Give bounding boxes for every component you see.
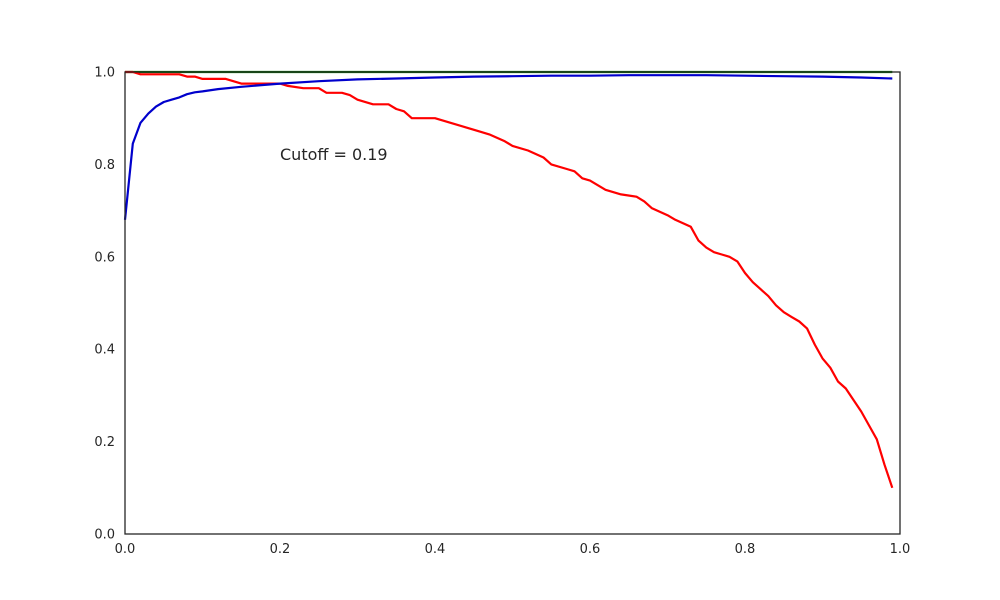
y-tick-label: 0.4 xyxy=(94,343,115,358)
x-axis-ticks: 0.0 0.2 0.4 0.6 0.8 1.0 xyxy=(115,542,911,557)
y-tick-label: 1.0 xyxy=(94,66,115,81)
y-tick-label: 0.0 xyxy=(94,528,115,543)
x-tick-label: 0.0 xyxy=(115,542,136,557)
y-tick-label: 0.8 xyxy=(94,158,115,173)
x-tick-label: 0.4 xyxy=(425,542,446,557)
y-tick-label: 0.2 xyxy=(94,435,115,450)
x-tick-label: 0.8 xyxy=(735,542,756,557)
plot-frame xyxy=(124,71,901,535)
y-tick-label: 0.6 xyxy=(94,250,115,265)
series-line-1 xyxy=(125,70,894,489)
series-line-2 xyxy=(123,74,893,220)
x-tick-label: 0.2 xyxy=(270,542,291,557)
x-tick-label: 1.0 xyxy=(890,542,911,557)
series-layer xyxy=(123,70,894,489)
x-tick-label: 0.6 xyxy=(580,542,601,557)
y-axis-ticks: 0.0 0.2 0.4 0.6 0.8 1.0 xyxy=(94,66,115,543)
cutoff-annotation: Cutoff = 0.19 xyxy=(280,145,388,164)
